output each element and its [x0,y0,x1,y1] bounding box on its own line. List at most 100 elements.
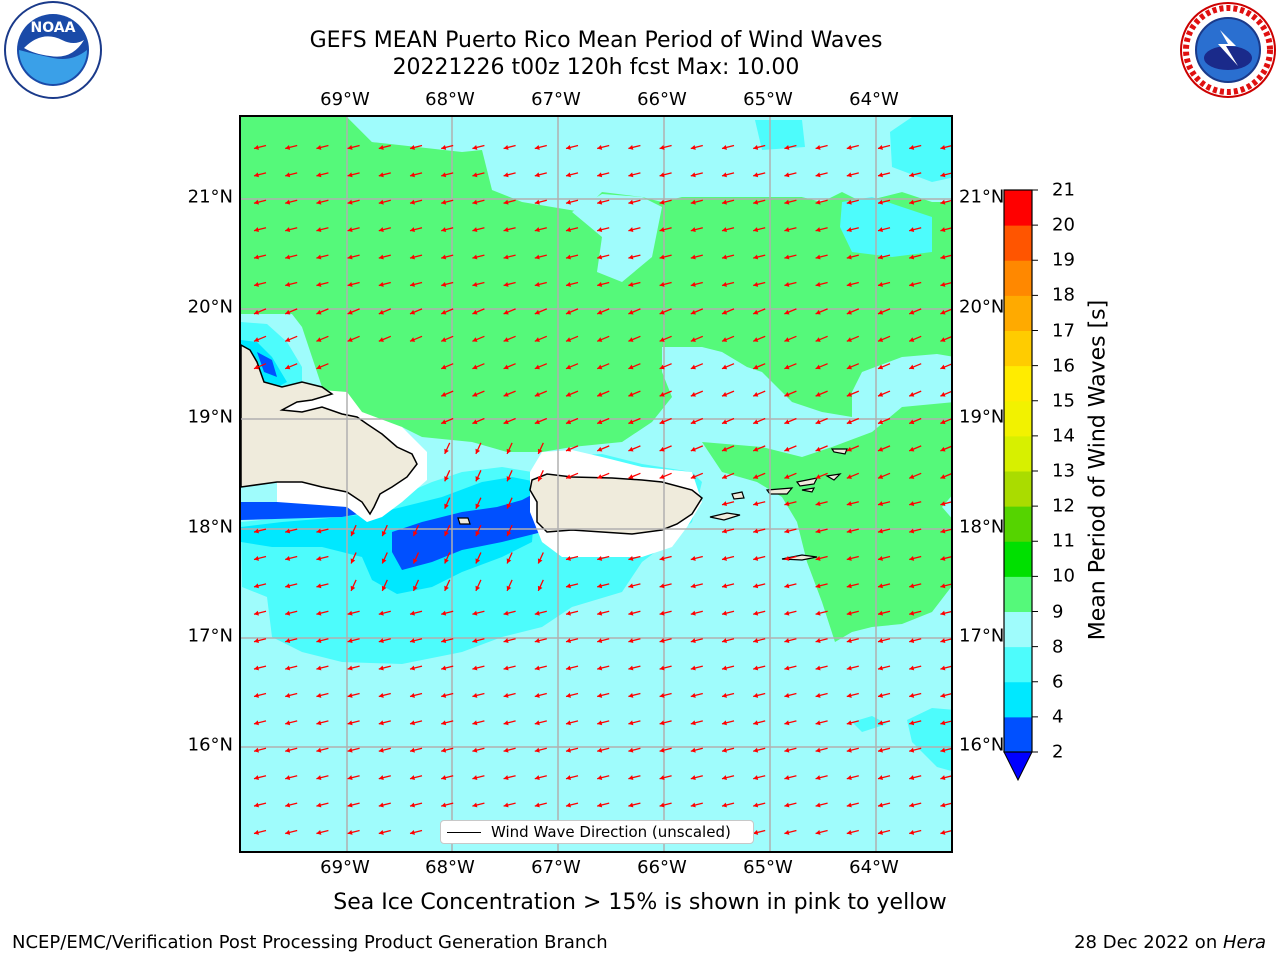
wave-direction-arrowhead [628,720,634,726]
colorbar-tick-label: 15 [1052,390,1075,412]
wave-direction-arrowhead [285,144,291,150]
wave-direction-arrowhead [503,692,509,698]
wave-direction-arrowhead [503,309,509,315]
wave-direction-arrowhead [784,692,790,698]
wave-direction-arrowhead [347,199,353,205]
wave-direction-arrowhead [254,337,260,342]
wave-direction-arrowhead [909,419,915,425]
wave-direction-arrowhead [940,172,946,178]
wave-direction-arrowhead [254,199,259,205]
map-panel [239,115,953,853]
wave-direction-arrowhead [722,172,727,178]
wave-direction-arrowhead [909,309,915,315]
wave-direction-arrowhead [722,638,727,644]
legend-line-swatch [447,831,481,833]
wave-direction-arrowhead [410,610,415,616]
wave-direction-arrowhead [503,227,509,233]
wave-direction-arrowhead [441,254,447,260]
wave-direction-arrowhead [753,446,759,452]
wave-direction-arrowhead [784,392,790,397]
wave-direction-arrowhead [285,747,291,753]
wave-direction-arrowhead [597,555,603,561]
wave-direction-arrowhead [815,692,821,698]
colorbar-segment [1004,295,1032,331]
field-8-9s [572,194,662,282]
wave-direction-arrowhead [628,665,634,671]
wave-direction-arrowhead [940,309,946,315]
wave-direction-arrowhead [472,364,478,370]
wave-direction-arrowhead [316,227,322,233]
wave-direction-arrowhead [628,227,634,233]
wave-direction-arrowhead [815,144,821,150]
wave-direction-arrowhead [254,802,259,808]
wave-direction-arrowhead [597,720,603,726]
lon-tick-bottom: 66°W [637,857,687,878]
wave-direction-arrowhead [753,665,759,671]
wave-direction-arrowhead [784,802,790,808]
wave-direction-arrowhead [597,281,603,287]
wave-direction-arrowhead [597,309,603,315]
wave-direction-arrowhead [506,558,512,564]
map-legend: Wind Wave Direction (unscaled) [440,820,754,844]
wave-direction-arrowhead [878,227,883,233]
field-6-8s [907,708,951,771]
wave-direction-arrowhead [441,392,447,397]
wave-direction-arrowhead [254,583,259,589]
wave-direction-arrowhead [566,199,571,205]
chart-subtitle: 20221226 t00z 120h fcst Max: 10.00 [392,55,800,80]
wave-direction-arrowhead [503,665,509,671]
wave-direction-arrowhead [940,775,946,781]
wave-direction-arrowhead [815,555,821,561]
wave-direction-arrowhead [472,227,478,233]
wave-direction-arrowhead [566,309,572,315]
colorbar-tick-label: 9 [1052,601,1064,622]
wave-direction-arrowhead [846,638,852,644]
wave-direction-arrowhead [444,476,449,482]
wave-direction-arrowhead [378,254,384,260]
wave-direction-arrowhead [597,144,603,150]
wave-direction-arrowhead [815,337,821,342]
wave-direction-arrowhead [659,610,665,616]
wave-direction-arrowhead [472,720,478,726]
wave-direction-arrowhead [940,528,946,534]
wave-direction-arrowhead [316,638,322,644]
wave-direction-arrowhead [784,144,790,150]
wave-direction-arrowhead [909,638,915,644]
land-mona-island [457,517,471,525]
wave-direction-arrowhead [722,254,727,260]
wave-direction-arrowhead [378,720,384,726]
wave-direction-arrowhead [347,720,353,726]
map-canvas [241,117,951,851]
wave-direction-arrowhead [597,227,603,233]
wave-direction-arrowhead [815,446,821,452]
wave-direction-arrowhead [628,802,634,808]
wave-direction-arrowhead [254,665,259,671]
wave-direction-arrowhead [566,337,572,342]
wave-direction-arrowhead [441,638,447,644]
wave-direction-arrowhead [628,638,634,644]
wave-direction-arrowhead [753,583,759,589]
wave-direction-arrowhead [441,720,447,726]
colorbar-segment [1004,435,1032,472]
wave-direction-arrowhead [659,583,665,589]
wave-direction-arrowhead [909,747,915,753]
wave-direction-arrowhead [784,364,790,370]
wave-direction-arrowhead [628,446,634,452]
wave-direction-arrowhead [503,281,509,287]
wave-direction-arrowhead [472,692,478,698]
wave-direction-arrowhead [472,747,478,753]
wave-direction-arrowhead [347,281,353,287]
wave-direction-arrowhead [254,227,259,233]
wave-direction-arrowhead [940,446,946,452]
lon-tick-top: 64°W [849,89,899,110]
wave-direction-arrowhead [784,419,790,425]
wave-direction-arrowhead [784,638,790,644]
colorbar-segment [1004,260,1032,296]
wave-direction-arrowhead [784,720,790,726]
wave-direction-arrowhead [784,610,790,616]
wave-direction-arrowhead [878,747,883,753]
wave-direction-arrowhead [316,199,322,205]
colorbar-canvas [1003,189,1038,782]
wave-direction-arrowhead [940,720,946,726]
wave-direction-arrowhead [441,144,447,150]
